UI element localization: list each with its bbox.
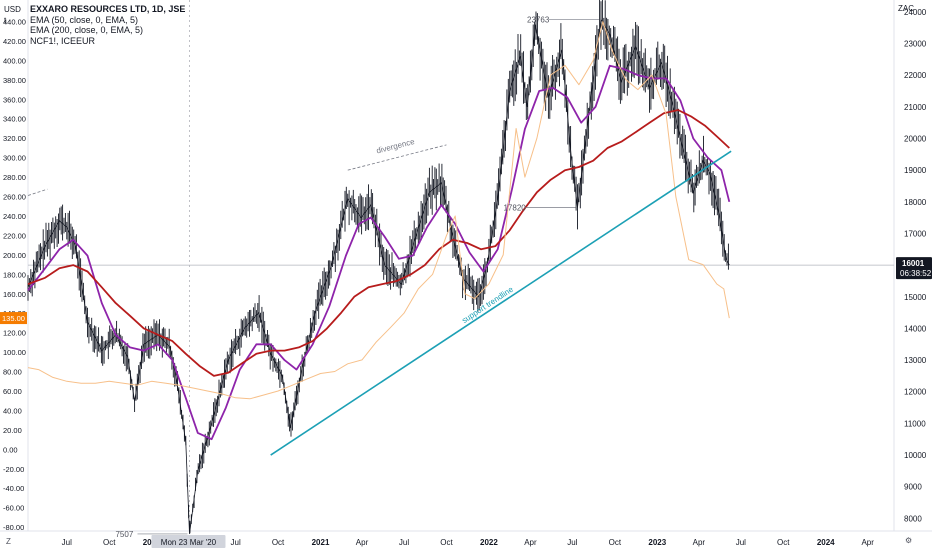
- left-axis-unit-currency: USD: [4, 5, 21, 14]
- left-axis-tick: 220.00: [3, 231, 26, 240]
- right-axis-tick: 14000: [904, 324, 927, 333]
- settings-icon[interactable]: ⚙: [905, 536, 913, 545]
- right-axis-unit: ZAC: [898, 4, 914, 13]
- overlay-value-badge: [0, 312, 27, 325]
- time-axis-tick: Oct: [440, 538, 453, 547]
- price-bars-series: [27, 0, 729, 534]
- right-axis-tick: 20000: [904, 135, 927, 144]
- support-trendline: [270, 150, 732, 456]
- trendline-label: support trendline: [460, 284, 515, 325]
- time-axis-tick: 2023: [648, 538, 666, 547]
- time-axis-tick: Jul: [567, 538, 577, 547]
- right-axis-tick: 17000: [904, 229, 927, 238]
- price-marker-label-17820: 17820: [503, 204, 526, 213]
- left-axis-tick: 380.00: [3, 76, 26, 85]
- price-marker-label-7507: 7507: [115, 530, 133, 539]
- left-axis-tick: 440.00: [3, 18, 26, 27]
- left-axis-tick: -40.00: [3, 484, 24, 493]
- time-axis-tick: Jul: [399, 538, 409, 547]
- left-axis-tick: 80.00: [3, 368, 22, 377]
- left-axis-tick: 0.00: [3, 445, 18, 454]
- left-axis-tick: 240.00: [3, 212, 26, 221]
- time-axis-tick: Oct: [609, 538, 622, 547]
- right-axis-tick: 21000: [904, 103, 927, 112]
- legend-title: EXXARO RESOURCES LTD, 1D, JSE: [30, 4, 186, 14]
- left-axis-tick: 280.00: [3, 173, 26, 182]
- right-axis-tick: 19000: [904, 166, 927, 175]
- last-price-badge: [896, 257, 932, 280]
- left-axis-tick: 200.00: [3, 251, 26, 260]
- time-axis-tick: Oct: [777, 538, 790, 547]
- time-axis-tick: Apr: [356, 538, 369, 547]
- legend-overlay: NCF1!, ICEEUR: [30, 35, 96, 46]
- divergence-label: divergence: [375, 137, 416, 156]
- right-axis-tick: 15000: [904, 293, 927, 302]
- bar-countdown: 06:38:52: [900, 269, 932, 278]
- right-axis-tick: 12000: [904, 388, 927, 397]
- left-axis-tick: 160.00: [3, 290, 26, 299]
- time-axis-tick: Jul: [231, 538, 241, 547]
- right-axis-tick: 13000: [904, 356, 927, 365]
- left-axis-tick: 320.00: [3, 134, 26, 143]
- ema50-line: [27, 64, 731, 441]
- time-axis-tick: Jul: [736, 538, 746, 547]
- legend-ema200: EMA (200, close, 0, EMA, 5): [30, 25, 144, 35]
- right-axis-tick: 18000: [904, 198, 927, 207]
- left-axis-tick: 120.00: [3, 329, 26, 338]
- left-axis-unit-ton: t: [4, 16, 7, 25]
- left-axis-tick: 180.00: [3, 270, 26, 279]
- time-axis-tick: Jul: [62, 538, 72, 547]
- time-axis-tick: Oct: [103, 538, 116, 547]
- time-axis-tick: Apr: [693, 538, 706, 547]
- ncf-overlay-line: [27, 21, 730, 400]
- left-axis-tick: 340.00: [3, 115, 26, 124]
- left-axis-tick: 360.00: [3, 95, 26, 104]
- left-axis-tick: 400.00: [3, 56, 26, 65]
- price-close-line: [27, 18, 730, 534]
- left-axis-tick: 20.00: [3, 426, 22, 435]
- left-axis-tick: 420.00: [3, 37, 26, 46]
- left-axis-unit: USD t: [4, 4, 21, 26]
- left-axis-tick: 40.00: [3, 406, 22, 415]
- last-price-value: 16001: [902, 259, 925, 268]
- left-axis-tick: -20.00: [3, 465, 24, 474]
- right-axis-tick: 10000: [904, 451, 927, 460]
- time-axis-tick: 2022: [480, 538, 498, 547]
- time-axis-tick: Apr: [524, 538, 537, 547]
- overlay-value-label: 135.00: [2, 314, 25, 323]
- time-axis-tick: 2021: [312, 538, 330, 547]
- crosshair-date-label: Mon 23 Mar '20: [161, 538, 217, 547]
- legend-ema50: EMA (50, close, 0, EMA, 5): [30, 14, 139, 25]
- crosshair-date-badge: [151, 535, 226, 548]
- ema200-line: [27, 109, 730, 377]
- time-axis-tick: Apr: [861, 538, 874, 547]
- timezone-button[interactable]: Z: [6, 537, 11, 546]
- chart-legend: EXXARO RESOURCES LTD, 1D, JSE EMA (50, c…: [30, 4, 185, 46]
- left-axis-tick: 100.00: [3, 348, 26, 357]
- annotation-dashed-line: [347, 144, 447, 171]
- right-axis-tick: 8000: [904, 514, 922, 523]
- right-axis-tick: 22000: [904, 71, 927, 80]
- right-axis-tick: 23000: [904, 40, 927, 49]
- left-axis-tick: 60.00: [3, 387, 22, 396]
- right-axis-tick: 24000: [904, 8, 927, 17]
- left-axis-tick: 300.00: [3, 154, 26, 163]
- right-axis-tick: 11000: [904, 419, 926, 428]
- time-axis-tick: 2024: [817, 538, 835, 547]
- annotation-dashed-line: [27, 188, 48, 196]
- left-axis-tick: -80.00: [3, 523, 24, 532]
- left-axis-tick: -60.00: [3, 504, 24, 513]
- left-axis-tick: 260.00: [3, 193, 26, 202]
- time-axis-tick: Oct: [272, 538, 285, 547]
- price-marker-label-23763: 23763: [527, 15, 550, 24]
- right-axis-tick: 9000: [904, 483, 922, 492]
